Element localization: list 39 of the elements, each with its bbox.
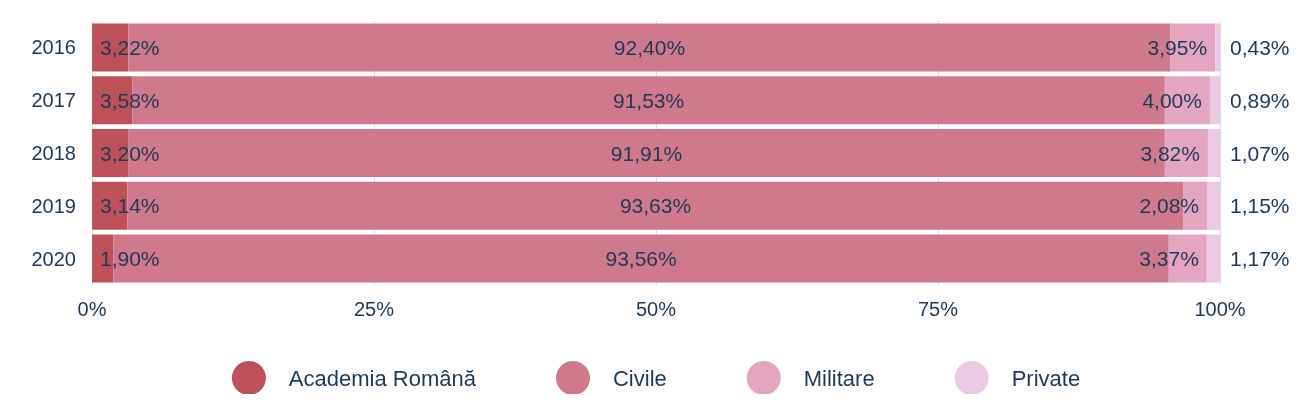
data-label: 3,22% <box>100 35 160 59</box>
data-label: 3,14% <box>100 194 160 218</box>
legend-label: Private <box>1011 365 1081 391</box>
x-tick-label: 50% <box>635 298 677 320</box>
data-label: 91,53% <box>612 88 685 112</box>
bar <box>1207 128 1220 178</box>
x-tick-label: 100% <box>1194 298 1246 320</box>
y-tick-label: 2020 <box>31 247 76 270</box>
x-tick-label: 0% <box>77 298 107 320</box>
data-label: 3,20% <box>100 141 160 165</box>
bar <box>1209 76 1220 125</box>
bar <box>1206 234 1220 283</box>
bar <box>1215 23 1220 72</box>
data-label: 1,07% <box>1230 141 1290 165</box>
legend-label: Militare <box>803 365 875 391</box>
data-label: 1,90% <box>100 247 160 271</box>
data-label: 3,37% <box>1139 247 1199 271</box>
data-label: 92,40% <box>613 35 686 59</box>
y-tick-label: 2019 <box>31 194 76 217</box>
y-tick-label: 2016 <box>31 36 76 59</box>
legend-label: Civile <box>612 365 667 391</box>
x-tick-label: 25% <box>353 298 395 320</box>
y-tick-label: 2017 <box>31 89 76 112</box>
data-label: 91,91% <box>610 141 683 165</box>
x-tick-label: 75% <box>917 298 959 320</box>
data-label: 1,17% <box>1230 247 1290 271</box>
data-label: 93,63% <box>619 194 692 218</box>
bar <box>1207 181 1220 230</box>
legend-label: Academia Română <box>288 365 477 391</box>
data-label: 3,95% <box>1147 35 1208 59</box>
data-label: 3,82% <box>1140 141 1200 165</box>
data-label: 2,08% <box>1139 194 1200 218</box>
data-label: 3,58% <box>100 88 160 112</box>
data-label: 4,00% <box>1142 88 1202 112</box>
y-tick-label: 2018 <box>31 142 76 164</box>
data-label: 1,15% <box>1230 194 1290 218</box>
data-label: 93,56% <box>605 247 677 271</box>
data-label: 0,89% <box>1230 88 1290 112</box>
data-label: 0,43% <box>1230 35 1290 59</box>
